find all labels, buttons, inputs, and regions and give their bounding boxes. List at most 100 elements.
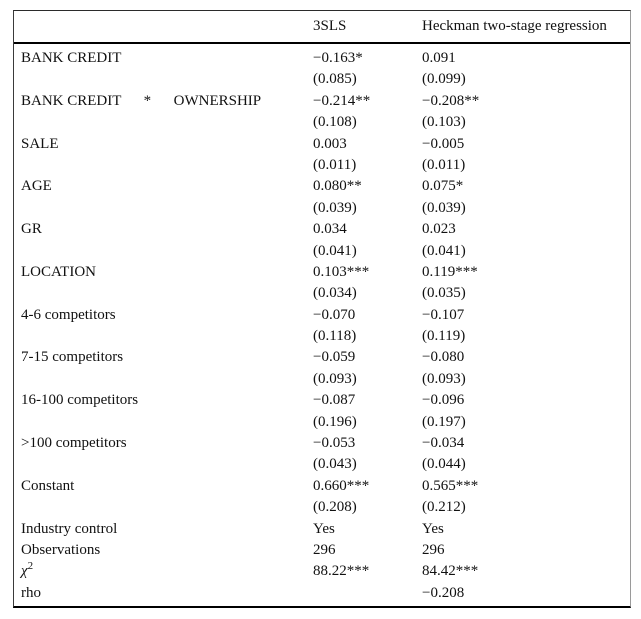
se-cell-3sls: (0.034) bbox=[313, 285, 357, 302]
coef-cell-3sls: −0.214** bbox=[313, 92, 371, 109]
row-label: 4-6 competitors bbox=[21, 306, 116, 323]
row-label: 7-15 competitors bbox=[21, 349, 124, 366]
table-row: GR 0.034 0.023 bbox=[14, 219, 630, 240]
table-body: BANK CREDIT −0.163* 0.091 (0.085) (0.099… bbox=[14, 44, 630, 606]
se-cell-3sls: (0.118) bbox=[313, 328, 357, 345]
table-row: 4-6 competitors −0.070 −0.107 bbox=[14, 305, 630, 326]
table-row-se: (0.011) (0.011) bbox=[14, 155, 630, 176]
se-cell-3sls: (0.039) bbox=[313, 199, 357, 216]
row-label: >100 competitors bbox=[21, 435, 127, 452]
table-row-se: (0.108) (0.103) bbox=[14, 112, 630, 133]
se-cell-heckman: (0.119) bbox=[422, 328, 466, 345]
row-label: Constant bbox=[21, 477, 75, 494]
coef-cell-3sls: −0.053 bbox=[313, 435, 356, 452]
table-row-se: (0.208) (0.212) bbox=[14, 497, 630, 518]
coef-cell-3sls: 0.103*** bbox=[313, 263, 370, 280]
coef-cell-3sls: −0.087 bbox=[313, 392, 356, 409]
coef-cell-heckman: 0.075* bbox=[422, 178, 464, 195]
se-cell-heckman: (0.044) bbox=[422, 456, 466, 473]
table-row-chi-squared: χ2 88.22*** 84.42*** bbox=[14, 561, 630, 582]
se-cell-3sls: (0.208) bbox=[313, 499, 357, 516]
row-label: LOCATION bbox=[21, 263, 96, 280]
coef-cell-heckman: −0.096 bbox=[422, 392, 465, 409]
table-row-se: (0.041) (0.041) bbox=[14, 241, 630, 262]
table-row-se: (0.043) (0.044) bbox=[14, 454, 630, 475]
table-row: LOCATION 0.103*** 0.119*** bbox=[14, 262, 630, 283]
coef-cell-3sls: 0.080** bbox=[313, 178, 362, 195]
se-cell-3sls: (0.041) bbox=[313, 242, 357, 259]
row-label: Observations bbox=[21, 541, 101, 558]
row-label: SALE bbox=[21, 135, 59, 152]
chi-symbol: χ bbox=[21, 563, 28, 580]
se-cell-heckman: (0.103) bbox=[422, 114, 466, 131]
table-row: 7-15 competitors −0.059 −0.080 bbox=[14, 347, 630, 368]
table-row: >100 competitors −0.053 −0.034 bbox=[14, 433, 630, 454]
row-label: rho bbox=[21, 584, 41, 601]
row-label: GR bbox=[21, 221, 42, 238]
row-label: BANK CREDIT bbox=[21, 50, 122, 66]
coef-cell-3sls: −0.163* bbox=[313, 50, 363, 66]
row-label-chi-squared: χ2 bbox=[14, 561, 313, 582]
se-cell-heckman: (0.035) bbox=[422, 285, 466, 302]
value-cell-heckman: 84.42*** bbox=[422, 563, 479, 580]
value-cell-3sls: Yes bbox=[313, 520, 335, 537]
value-cell-heckman: −0.208 bbox=[422, 584, 465, 601]
coef-cell-heckman: −0.107 bbox=[422, 306, 465, 323]
table-row-se: (0.196) (0.197) bbox=[14, 412, 630, 433]
coef-cell-heckman: 0.023 bbox=[422, 221, 456, 238]
column-header-heckman: Heckman two-stage regression bbox=[422, 18, 607, 34]
se-cell-heckman: (0.099) bbox=[422, 71, 466, 88]
table-row-se: (0.118) (0.119) bbox=[14, 326, 630, 347]
column-header-3sls: 3SLS bbox=[313, 18, 347, 34]
table-row-se: (0.039) (0.039) bbox=[14, 198, 630, 219]
coef-cell-heckman: −0.208** bbox=[422, 92, 480, 109]
se-cell-3sls: (0.196) bbox=[313, 413, 357, 430]
se-cell-heckman: (0.011) bbox=[422, 156, 466, 173]
table-row-industry-control: Industry control Yes Yes bbox=[14, 519, 630, 540]
row-label: Industry control bbox=[21, 520, 118, 537]
se-cell-3sls: (0.093) bbox=[313, 370, 357, 387]
value-cell-3sls: 296 bbox=[313, 541, 336, 558]
se-cell-3sls: (0.011) bbox=[313, 156, 357, 173]
coef-cell-3sls: −0.059 bbox=[313, 349, 356, 366]
se-cell-heckman: (0.212) bbox=[422, 499, 466, 516]
coef-cell-heckman: −0.034 bbox=[422, 435, 465, 452]
table-row: 16-100 competitors −0.087 −0.096 bbox=[14, 390, 630, 411]
coef-cell-3sls: 0.003 bbox=[313, 135, 347, 152]
table-header-row: 3SLS Heckman two-stage regression bbox=[14, 11, 630, 44]
table-row-se: (0.034) (0.035) bbox=[14, 283, 630, 304]
table-row-se: (0.085) (0.099) bbox=[14, 69, 630, 90]
value-cell-heckman: Yes bbox=[422, 520, 444, 537]
row-label: BANK CREDIT * OWNERSHIP bbox=[21, 92, 262, 109]
se-cell-3sls: (0.108) bbox=[313, 114, 357, 131]
table-row: AGE 0.080** 0.075* bbox=[14, 176, 630, 197]
coef-cell-3sls: 0.034 bbox=[313, 221, 347, 238]
se-cell-heckman: (0.093) bbox=[422, 370, 466, 387]
coef-cell-heckman: 0.091 bbox=[422, 50, 456, 66]
value-cell-3sls: 88.22*** bbox=[313, 563, 370, 580]
coef-cell-heckman: 0.119*** bbox=[422, 263, 478, 280]
se-cell-3sls: (0.085) bbox=[313, 71, 357, 88]
se-cell-heckman: (0.039) bbox=[422, 199, 466, 216]
regression-results-table: 3SLS Heckman two-stage regression BANK C… bbox=[13, 10, 631, 609]
table-row: BANK CREDIT −0.163* 0.091 bbox=[14, 48, 630, 69]
coef-cell-heckman: 0.565*** bbox=[422, 477, 479, 494]
coef-cell-heckman: −0.080 bbox=[422, 349, 465, 366]
table-row-se: (0.093) (0.093) bbox=[14, 369, 630, 390]
coef-cell-heckman: −0.005 bbox=[422, 135, 465, 152]
se-cell-heckman: (0.197) bbox=[422, 413, 466, 430]
coef-cell-3sls: −0.070 bbox=[313, 306, 356, 323]
row-label: AGE bbox=[21, 178, 52, 195]
chi-superscript: 2 bbox=[27, 560, 34, 573]
table-row-rho: rho −0.208 bbox=[14, 583, 630, 604]
table-row: SALE 0.003 −0.005 bbox=[14, 134, 630, 155]
table-row: BANK CREDIT * OWNERSHIP −0.214** −0.208*… bbox=[14, 91, 630, 112]
table-row: Constant 0.660*** 0.565*** bbox=[14, 476, 630, 497]
table-row-observations: Observations 296 296 bbox=[14, 540, 630, 561]
se-cell-3sls: (0.043) bbox=[313, 456, 357, 473]
se-cell-heckman: (0.041) bbox=[422, 242, 466, 259]
value-cell-heckman: 296 bbox=[422, 541, 445, 558]
coef-cell-3sls: 0.660*** bbox=[313, 477, 370, 494]
row-label: 16-100 competitors bbox=[21, 392, 139, 409]
